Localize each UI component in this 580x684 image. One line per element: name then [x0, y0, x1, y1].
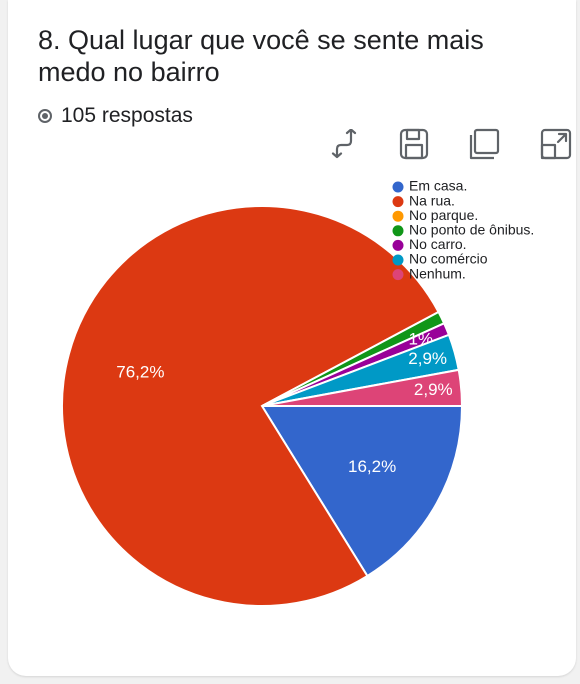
legend-label: No ponto de ônibus. [409, 222, 534, 238]
legend-marker [392, 196, 404, 208]
legend-marker [392, 210, 404, 222]
legend-marker [392, 225, 404, 237]
chart-toolbar [326, 126, 576, 168]
radio-icon [38, 109, 52, 123]
slice-label: 76,2% [116, 363, 164, 382]
question-title: 8. Qual lugar que você se sente mais med… [38, 25, 484, 87]
legend-marker [392, 239, 404, 251]
slice-label: 2,9% [414, 380, 453, 399]
save-icon[interactable] [396, 126, 432, 162]
swap-icon[interactable] [326, 126, 362, 162]
pie-slice[interactable] [260, 405, 464, 578]
legend-marker [392, 181, 404, 193]
legend-label: Nenhum. [409, 265, 466, 281]
legend-marker [392, 254, 404, 266]
slice-label: 2,9% [408, 349, 447, 368]
legend-label: Em casa. [409, 178, 467, 194]
response-count-label: 105 respostas [61, 104, 193, 127]
legend-label: Na rua. [409, 192, 455, 208]
pie-slice[interactable] [61, 205, 440, 607]
pie-slice[interactable] [261, 368, 464, 407]
legend-marker [392, 269, 404, 281]
slice-label: 16,2% [348, 457, 396, 476]
expand-icon[interactable] [538, 126, 574, 162]
legend-label: No parque. [409, 207, 478, 223]
response-count: 105 respostas [38, 104, 193, 128]
legend-label: No carro. [409, 236, 467, 252]
legend-label: No comércio [409, 251, 488, 267]
copy-icon[interactable] [466, 126, 502, 162]
